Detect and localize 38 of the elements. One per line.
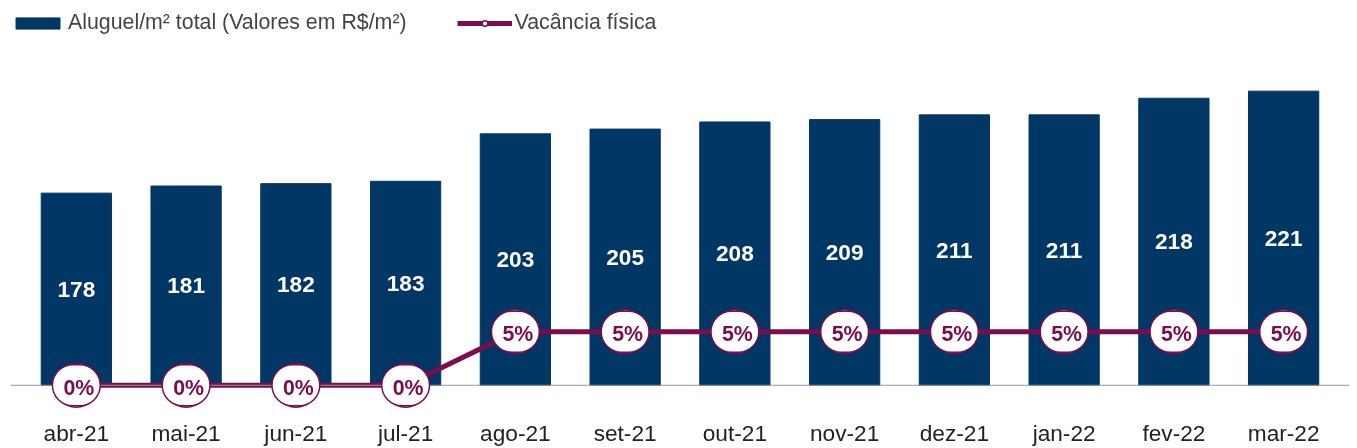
x-tick-label: abr-21 xyxy=(43,419,110,446)
legend-label: Aluguel/m² total (Valores em R$/m²) xyxy=(68,10,407,35)
data-label: 5% xyxy=(721,322,753,347)
data-label: 181 xyxy=(167,272,206,299)
data-label: 5% xyxy=(1160,322,1192,347)
x-tick-label: jan-22 xyxy=(1031,419,1096,446)
data-label: 183 xyxy=(386,269,425,296)
data-label: 5% xyxy=(831,322,863,347)
data-label: 0% xyxy=(282,375,314,400)
legend-label: Vacância física xyxy=(514,10,657,35)
x-tick-label: jul-21 xyxy=(376,419,434,446)
data-label: 5% xyxy=(1270,322,1302,347)
data-label: 221 xyxy=(1264,224,1303,251)
data-label: 218 xyxy=(1154,228,1193,255)
data-label: 182 xyxy=(276,270,315,297)
data-label: 209 xyxy=(825,238,864,265)
x-tick-label: set-21 xyxy=(593,419,657,446)
data-label: 211 xyxy=(936,236,973,263)
x-tick-label: ago-21 xyxy=(480,419,551,446)
data-label: 5% xyxy=(941,322,973,347)
data-label: 0% xyxy=(173,375,205,400)
x-tick-label: mai-21 xyxy=(151,419,221,446)
x-tick-label: dez-21 xyxy=(919,419,990,446)
data-label: 0% xyxy=(63,375,95,400)
data-label: 205 xyxy=(606,243,645,270)
x-tick-label: jun-21 xyxy=(263,419,328,446)
data-label: 203 xyxy=(496,246,535,273)
data-label: 5% xyxy=(502,322,534,347)
x-tick-label: out-21 xyxy=(702,419,768,446)
data-label: 5% xyxy=(612,322,644,347)
data-label: 0% xyxy=(392,375,424,400)
x-tick-label: nov-21 xyxy=(809,419,880,446)
data-label: 178 xyxy=(57,275,96,302)
data-label: 5% xyxy=(1051,322,1083,347)
x-tick-label: mar-22 xyxy=(1247,419,1320,446)
data-label: 211 xyxy=(1045,236,1083,263)
x-tick-label: fev-22 xyxy=(1142,419,1206,446)
data-label: 208 xyxy=(715,240,754,267)
